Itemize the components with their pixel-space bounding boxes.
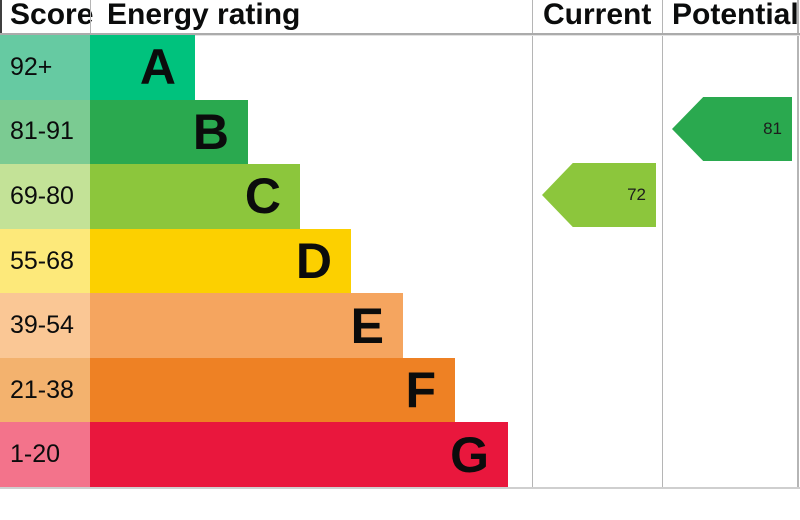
header-left-border	[0, 0, 2, 35]
score-range-g: 1-20	[0, 422, 90, 488]
score-range-d: 55-68	[0, 228, 90, 294]
current-rating-arrow: 72	[542, 163, 656, 227]
score-range-b: 81-91	[0, 99, 90, 165]
band-bar-e: E	[90, 293, 403, 358]
current-column-header: Current	[543, 0, 652, 31]
potential-column-header: Potential	[672, 0, 799, 31]
potential-column-divider	[662, 0, 663, 487]
current-column-divider	[532, 0, 533, 487]
score-column-header: Score	[10, 0, 94, 31]
score-header-divider	[90, 0, 91, 33]
energy-rating-column-header: Energy rating	[107, 0, 301, 31]
score-range-e: 39-54	[0, 293, 90, 358]
band-bar-d: D	[90, 228, 351, 294]
band-rows: 92+ A 81-91 B 69-80 C 55-68 D 39-54 E 21…	[0, 35, 533, 488]
header-underline	[0, 33, 800, 35]
header-underline-shadow	[0, 35, 800, 36]
score-range-f: 21-38	[0, 357, 90, 423]
band-bar-a: A	[90, 35, 195, 100]
band-bar-f: F	[90, 357, 455, 423]
band-row-c: 69-80 C	[0, 164, 533, 229]
band-bar-g: G	[90, 422, 508, 488]
band-row-b: 81-91 B	[0, 99, 533, 165]
band-bar-b: B	[90, 99, 248, 165]
band-bar-c: C	[90, 164, 300, 229]
score-range-a: 92+	[0, 35, 90, 100]
band-row-e: 39-54 E	[0, 293, 533, 358]
right-border	[797, 0, 799, 487]
band-row-a: 92+ A	[0, 35, 533, 100]
band-row-d: 55-68 D	[0, 228, 533, 294]
band-row-g: 1-20 G	[0, 422, 533, 488]
band-row-f: 21-38 F	[0, 357, 533, 423]
potential-rating-arrow: 81	[672, 97, 792, 161]
chart-bottom-border	[0, 487, 800, 489]
score-range-c: 69-80	[0, 164, 90, 229]
